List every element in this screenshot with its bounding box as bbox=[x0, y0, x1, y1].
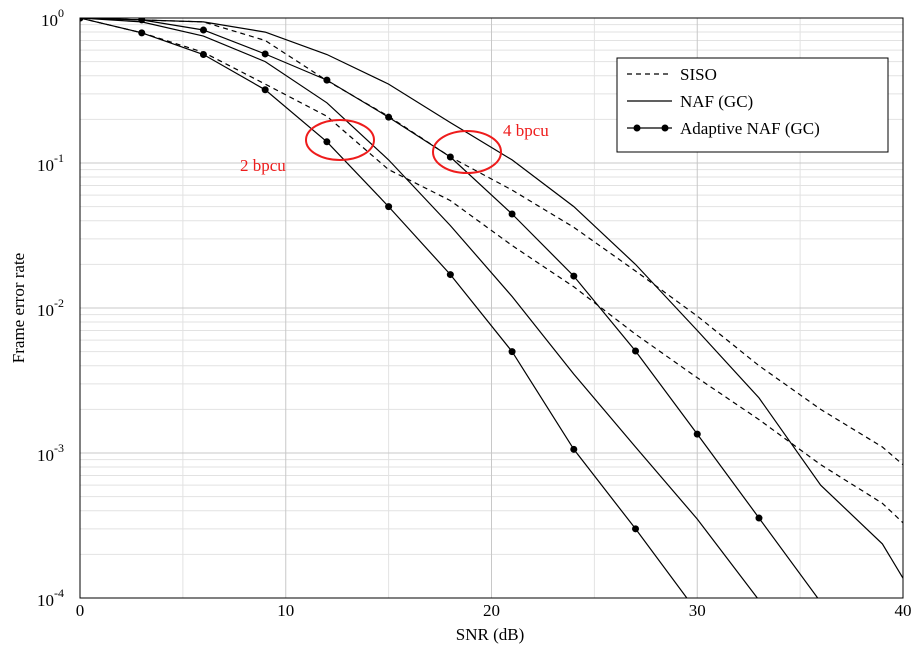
marker bbox=[261, 86, 269, 94]
series-line bbox=[80, 18, 903, 524]
legend-box bbox=[616, 57, 889, 153]
legend-label: NAF (GC) bbox=[680, 92, 753, 111]
legend-marker bbox=[661, 124, 669, 132]
series-line bbox=[80, 18, 759, 598]
y-tick-label: 100 bbox=[41, 6, 64, 30]
legend-marker bbox=[633, 124, 641, 132]
x-tick-label: 30 bbox=[689, 601, 706, 620]
y-tick-base: 10 bbox=[41, 11, 58, 30]
y-tick-exponent: -2 bbox=[54, 296, 64, 310]
legend-label: Adaptive NAF (GC) bbox=[680, 119, 820, 138]
marker bbox=[632, 525, 640, 533]
marker bbox=[385, 203, 393, 211]
marker bbox=[446, 153, 454, 161]
annotation-ellipse bbox=[432, 130, 502, 174]
marker bbox=[199, 51, 207, 59]
marker bbox=[755, 514, 763, 522]
marker bbox=[693, 430, 701, 438]
x-tick-label: 0 bbox=[76, 601, 85, 620]
y-tick-label: 10-3 bbox=[37, 441, 64, 465]
y-tick-exponent: 0 bbox=[58, 6, 64, 20]
y-tick-exponent: -1 bbox=[54, 151, 64, 165]
y-tick-label: 10-4 bbox=[37, 586, 64, 610]
marker bbox=[261, 50, 269, 58]
x-tick-label: 40 bbox=[895, 601, 912, 620]
marker bbox=[199, 26, 207, 34]
marker bbox=[138, 29, 146, 37]
y-tick-base: 10 bbox=[37, 446, 54, 465]
marker bbox=[570, 445, 578, 453]
annotation: 4 bpcu bbox=[503, 121, 549, 140]
marker bbox=[632, 347, 640, 355]
y-axis-label: Frame error rate bbox=[9, 253, 28, 363]
legend-label: SISO bbox=[680, 65, 717, 84]
annotation: 2 bpcu bbox=[240, 156, 286, 175]
marker bbox=[446, 271, 454, 279]
annotation-ellipse bbox=[305, 119, 375, 161]
x-tick-label: 10 bbox=[277, 601, 294, 620]
y-tick-base: 10 bbox=[37, 301, 54, 320]
marker bbox=[138, 18, 146, 24]
y-tick-exponent: -3 bbox=[54, 441, 64, 455]
series-line bbox=[80, 18, 903, 579]
marker bbox=[385, 113, 393, 121]
marker bbox=[508, 348, 516, 356]
x-axis-label: SNR (dB) bbox=[456, 625, 524, 644]
marker bbox=[323, 76, 331, 84]
y-tick-base: 10 bbox=[37, 591, 54, 610]
lines bbox=[80, 18, 903, 598]
marker bbox=[508, 210, 516, 218]
y-tick-base: 10 bbox=[37, 156, 54, 175]
x-tick-label: 20 bbox=[483, 601, 500, 620]
marker bbox=[323, 138, 331, 146]
grid bbox=[79, 17, 904, 599]
series-line bbox=[80, 18, 903, 466]
y-tick-exponent: -4 bbox=[54, 586, 64, 600]
marker bbox=[80, 18, 84, 22]
y-tick-label: 10-1 bbox=[37, 151, 64, 175]
y-tick-label: 10-2 bbox=[37, 296, 64, 320]
plot-frame bbox=[79, 17, 904, 599]
marker bbox=[570, 272, 578, 280]
